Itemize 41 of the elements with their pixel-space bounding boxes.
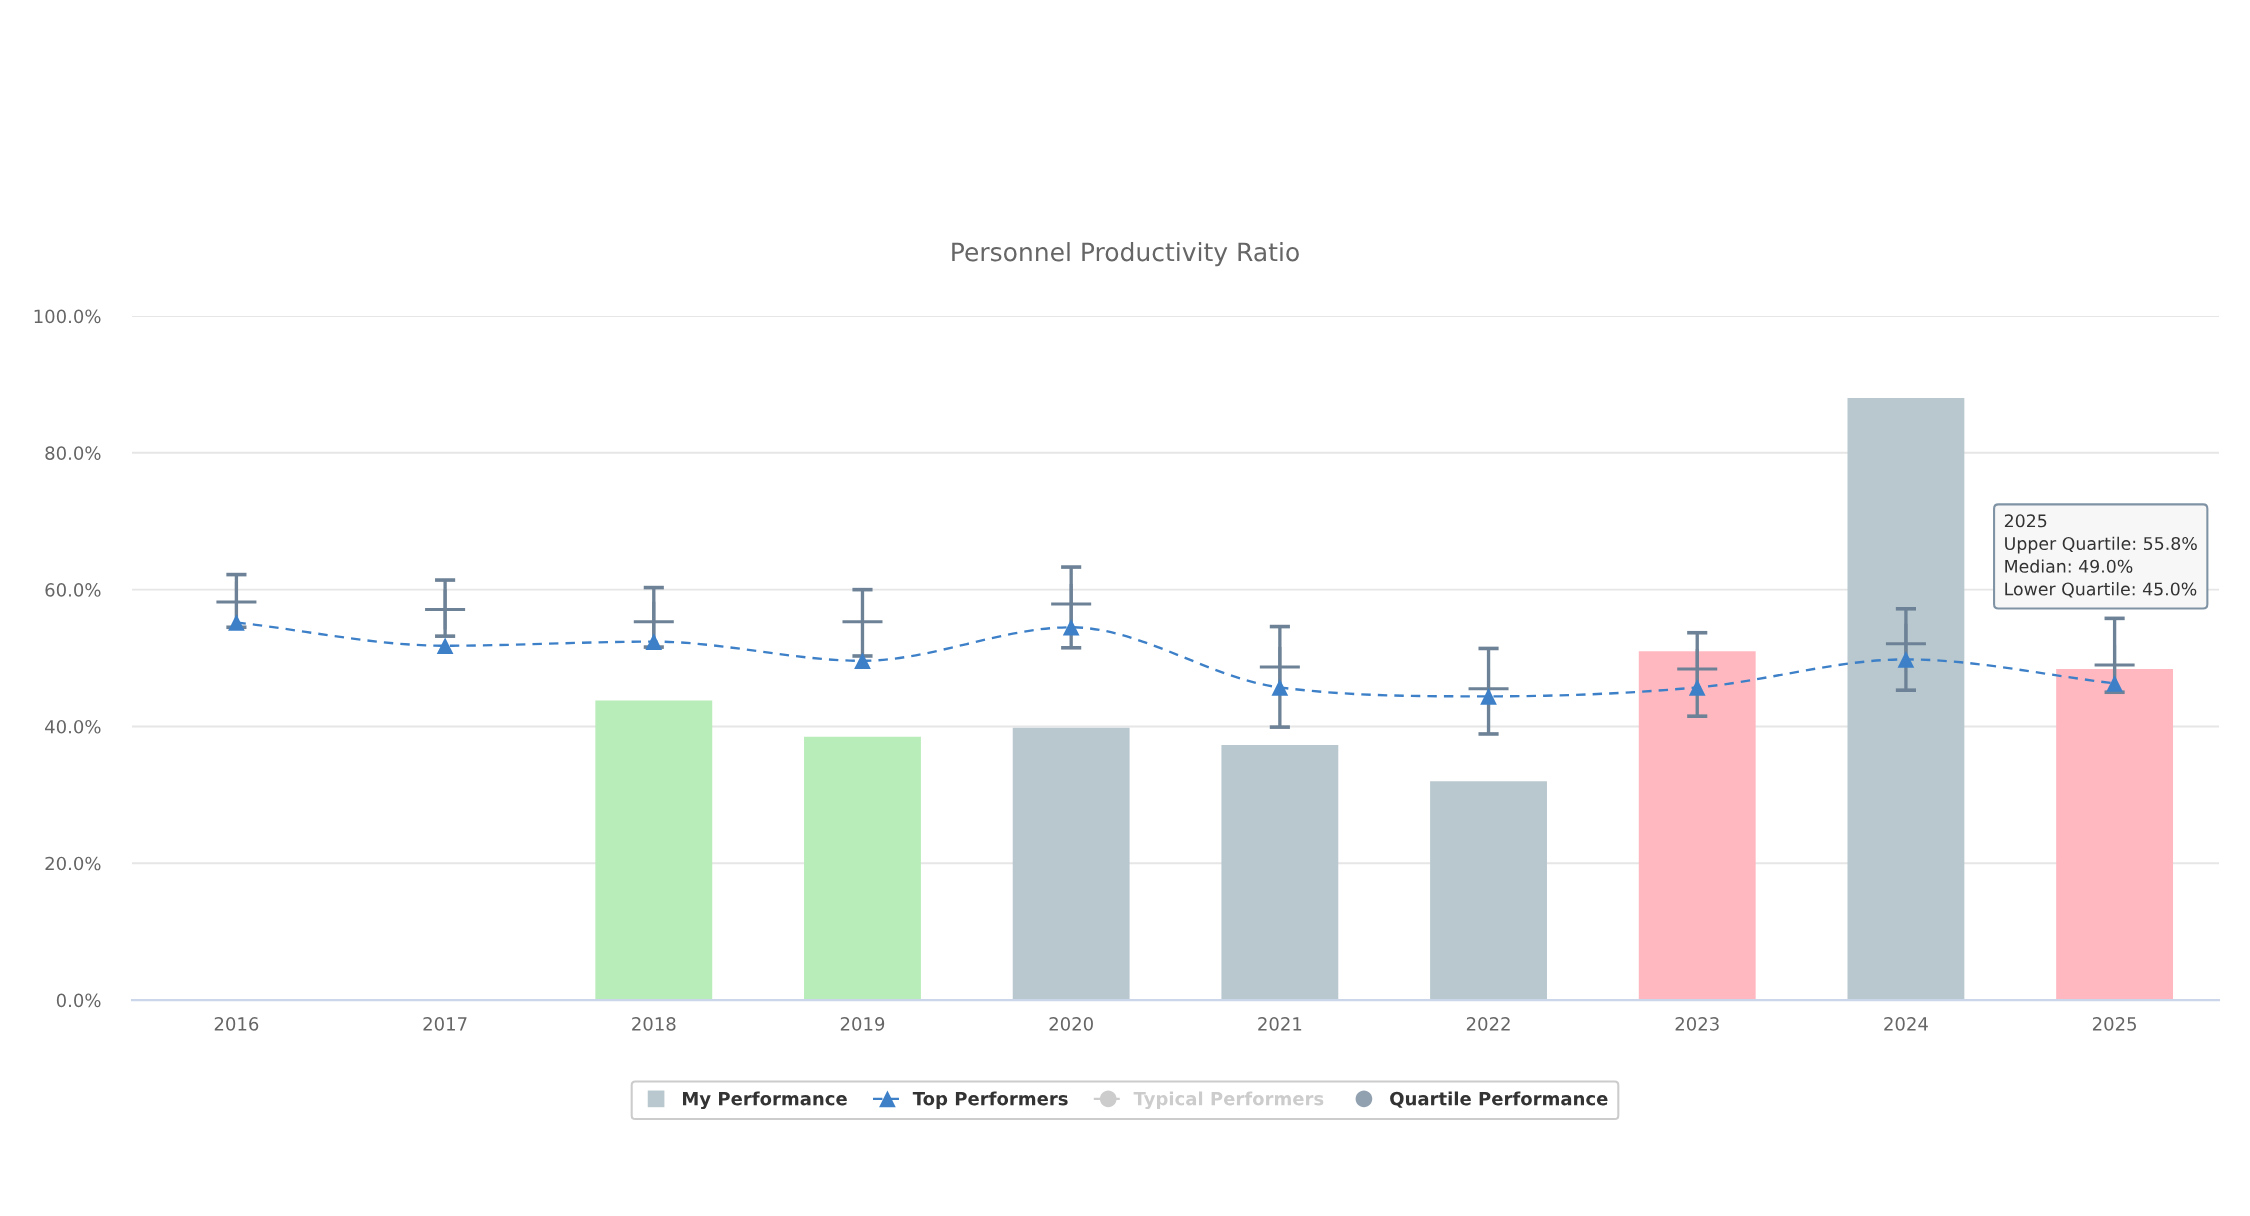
y-tick-label: 80.0% xyxy=(45,446,101,460)
bar xyxy=(804,736,921,1001)
point xyxy=(425,589,466,630)
y-tick-label: 100.0% xyxy=(34,309,101,324)
legend-label: My Performance xyxy=(683,1091,847,1110)
bar xyxy=(595,700,713,1001)
y-tick-label: 20.0% xyxy=(45,856,101,871)
legend-label: Top Performers xyxy=(912,1091,1068,1109)
x-tick-label: 2021 xyxy=(1258,1017,1302,1031)
x-tick-label: 2023 xyxy=(1675,1017,1719,1031)
x-tick-label: 2016 xyxy=(214,1017,259,1031)
point xyxy=(1688,679,1706,696)
point xyxy=(228,614,245,631)
point xyxy=(436,637,454,655)
bar xyxy=(1221,744,1339,1001)
bar xyxy=(1847,398,1965,1001)
bar xyxy=(1638,651,1756,1001)
x-tick-label: 2024 xyxy=(1884,1017,1928,1031)
x-tick-label: 2020 xyxy=(1049,1017,1093,1031)
x-tick-label: 2022 xyxy=(1466,1017,1510,1031)
x-tick-label: 2017 xyxy=(423,1017,467,1031)
point xyxy=(1062,618,1080,636)
bar xyxy=(2056,668,2174,1001)
y-tick-label: 60.0% xyxy=(45,583,101,597)
x-tick-label: 2025 xyxy=(2092,1017,2136,1031)
annotation: 2025 Upper Quartile: 55.8% Median: 49.0% Lower Quartile: 45.0% xyxy=(2004,514,2197,598)
point xyxy=(1051,584,1092,625)
point xyxy=(854,652,871,670)
bar xyxy=(1430,781,1547,1001)
y-tick-label: 40.0% xyxy=(45,719,101,734)
x-tick-label: 2018 xyxy=(632,1017,676,1031)
point xyxy=(645,633,663,650)
legend-label: Quartile Performance xyxy=(1390,1091,1608,1108)
bar xyxy=(1012,727,1130,1001)
x-tick-label: 2019 xyxy=(840,1017,885,1031)
y-tick-label: 0.0% xyxy=(56,993,101,1008)
point xyxy=(1480,688,1497,705)
point xyxy=(1897,651,1915,668)
point xyxy=(1271,679,1289,696)
chart-title: Personnel Productivity Ratio xyxy=(952,242,1299,267)
point xyxy=(2106,675,2123,692)
